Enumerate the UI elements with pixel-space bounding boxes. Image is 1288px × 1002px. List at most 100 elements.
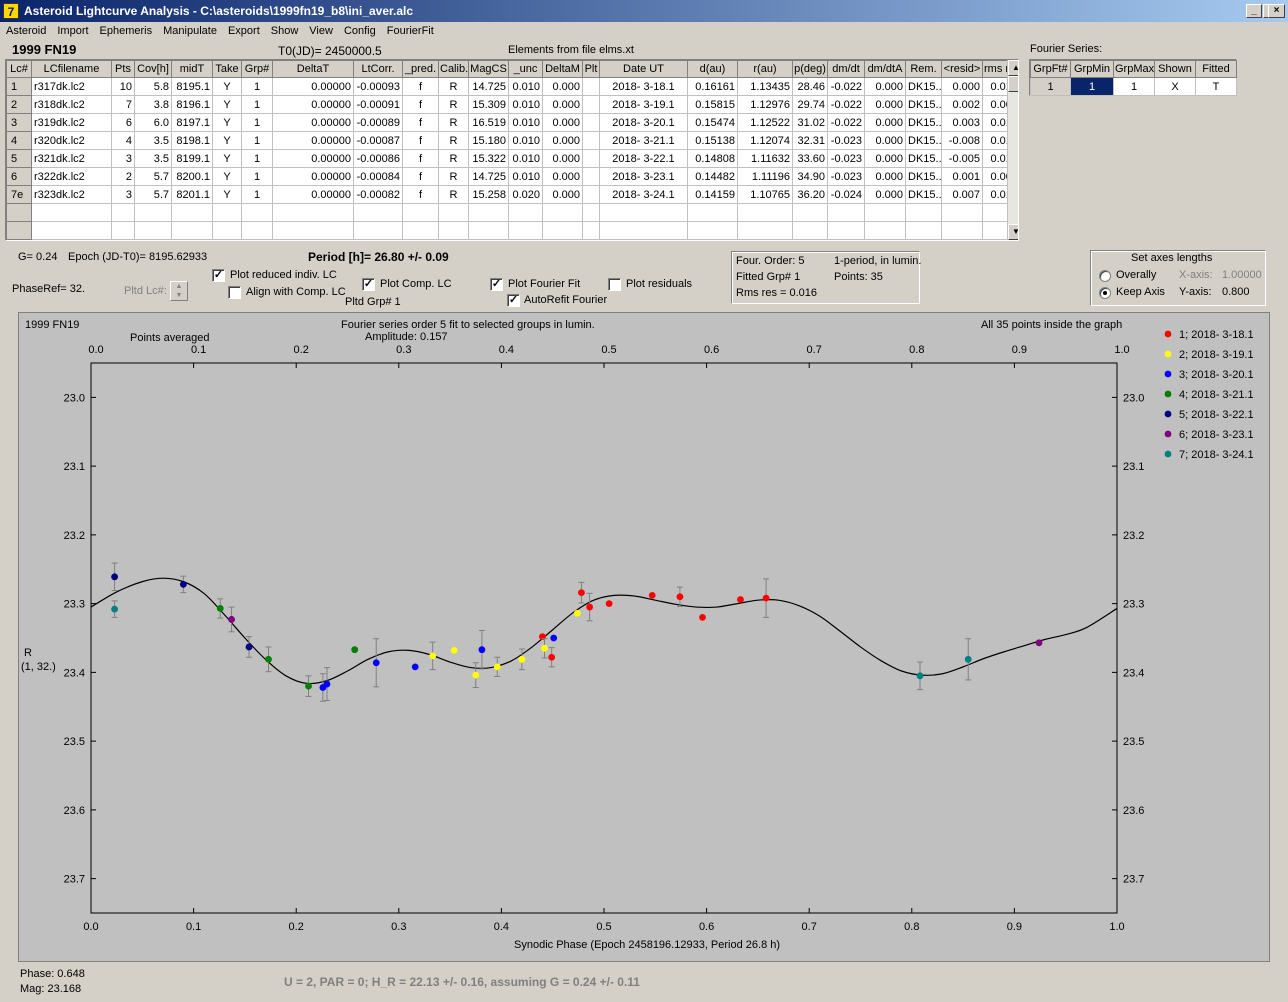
table-cell[interactable]: 5.7 — [134, 185, 172, 204]
table-cell[interactable]: r320dk.lc2 — [31, 131, 112, 150]
fourier-series-table[interactable]: GrpFt# GrpMin GrpMax Shown Fitted 1 1 1 … — [1029, 59, 1237, 96]
lc-col-header[interactable]: Pts — [111, 60, 135, 78]
table-cell[interactable]: 0.000 — [542, 149, 583, 168]
ff-grpft-cell[interactable]: 1 — [1030, 77, 1071, 96]
table-cell[interactable]: 0.16161 — [687, 77, 738, 96]
lc-col-header[interactable]: MagCS — [468, 60, 509, 78]
table-cell[interactable]: 3 — [111, 185, 135, 204]
table-cell[interactable] — [737, 203, 793, 222]
table-row[interactable]: 1 r317dk.lc2 10 5.8 8195.1 Y 1 0.00000 -0.00093 f… — [6, 77, 1018, 96]
table-cell[interactable]: 8201.1 — [171, 185, 213, 204]
lc-col-header[interactable]: midT — [171, 60, 213, 78]
table-cell[interactable]: r322dk.lc2 — [31, 167, 112, 186]
lc-col-header[interactable]: Take — [212, 60, 242, 78]
table-cell[interactable]: 0.003 — [941, 113, 983, 132]
table-row[interactable] — [6, 221, 1018, 240]
menu-view[interactable]: View — [309, 25, 333, 37]
table-cell[interactable] — [134, 221, 172, 240]
lightcurve-plot[interactable]: 0.0 0.0 0.1 0.1 0.2 0.2 0.3 0.3 0.4 0.4 0.5 0.5 0.6 0… — [18, 312, 1270, 962]
overally-label[interactable]: Overally — [1116, 269, 1157, 281]
row-header[interactable]: 6 — [6, 167, 32, 186]
table-cell[interactable]: 15.180 — [468, 131, 509, 150]
ff-col-header[interactable]: GrpFt# — [1030, 60, 1071, 78]
table-cell[interactable]: DK15.. — [905, 185, 942, 204]
table-cell[interactable]: DK15.. — [905, 77, 942, 96]
lc-col-header[interactable]: r(au) — [737, 60, 793, 78]
table-cell[interactable]: Y — [212, 131, 242, 150]
row-header[interactable]: 3 — [6, 113, 32, 132]
table-cell[interactable]: 0.010 — [508, 131, 543, 150]
table-cell[interactable]: -0.00084 — [353, 167, 403, 186]
table-row[interactable]: 3 r319dk.lc2 6 6.0 8197.1 Y 1 0.00000 -0.00089 f R… — [6, 113, 1018, 132]
table-cell[interactable]: -0.00086 — [353, 149, 403, 168]
table-cell[interactable] — [599, 203, 688, 222]
table-cell[interactable]: 1 — [241, 77, 273, 96]
table-cell[interactable]: 1.11196 — [737, 167, 793, 186]
table-cell[interactable]: 2 — [111, 167, 135, 186]
table-cell[interactable]: 10 — [111, 77, 135, 96]
lc-col-header[interactable]: LtCorr. — [353, 60, 403, 78]
table-cell[interactable]: 0.00000 — [272, 113, 354, 132]
table-cell[interactable] — [582, 167, 600, 186]
lc-col-header[interactable]: Grp# — [241, 60, 273, 78]
lc-col-header[interactable]: Date UT — [599, 60, 688, 78]
table-cell[interactable]: r318dk.lc2 — [31, 95, 112, 114]
table-cell[interactable]: 33.60 — [792, 149, 828, 168]
menu-config[interactable]: Config — [343, 25, 376, 37]
table-cell[interactable] — [171, 221, 213, 240]
table-cell[interactable]: DK15.. — [905, 95, 942, 114]
table-cell[interactable]: 15.309 — [468, 95, 509, 114]
ff-col-header[interactable]: GrpMax — [1113, 60, 1155, 78]
table-cell[interactable] — [941, 221, 983, 240]
keep-axis-label[interactable]: Keep Axis — [1116, 286, 1165, 298]
table-cell[interactable]: 2018- 3-18.1 — [599, 77, 688, 96]
plot-reduced-label[interactable]: Plot reduced indiv. LC — [230, 269, 337, 281]
minimize-button[interactable]: _ — [1246, 4, 1262, 18]
table-cell[interactable]: R — [438, 131, 469, 150]
table-cell[interactable] — [582, 221, 600, 240]
title-bar[interactable]: 7 Asteroid Lightcurve Analysis - C:\aste… — [0, 0, 1288, 22]
table-cell[interactable]: 15.322 — [468, 149, 509, 168]
close-button[interactable]: × — [1268, 4, 1285, 18]
table-cell[interactable]: 0.020 — [508, 185, 543, 204]
table-cell[interactable]: -0.00093 — [353, 77, 403, 96]
table-cell[interactable]: Y — [212, 95, 242, 114]
table-cell[interactable]: 2018- 3-20.1 — [599, 113, 688, 132]
align-comp-label[interactable]: Align with Comp. LC — [246, 286, 346, 298]
lightcurve-table[interactable]: Lc# LCfilename Pts Cov[h] midT Take Grp# DeltaT… — [5, 59, 1019, 241]
lc-col-header[interactable]: Lc# — [6, 60, 32, 78]
table-cell[interactable] — [864, 221, 906, 240]
table-cell[interactable] — [905, 203, 942, 222]
table-cell[interactable]: f — [402, 77, 439, 96]
table-cell[interactable]: 34.90 — [792, 167, 828, 186]
table-cell[interactable]: f — [402, 131, 439, 150]
table-cell[interactable]: 1.10765 — [737, 185, 793, 204]
table-cell[interactable]: f — [402, 95, 439, 114]
table-cell[interactable]: 1.12522 — [737, 113, 793, 132]
scroll-up-button[interactable]: ▲ — [1008, 60, 1018, 76]
row-header[interactable]: 2 — [6, 95, 32, 114]
table-cell[interactable]: 3 — [111, 149, 135, 168]
lc-col-header[interactable]: DeltaM — [542, 60, 583, 78]
overally-radio[interactable] — [1099, 270, 1111, 282]
lc-col-header[interactable]: Plt — [582, 60, 600, 78]
table-cell[interactable] — [905, 221, 942, 240]
row-header[interactable]: 1 — [6, 77, 32, 96]
plot-comp-checkbox[interactable]: ✓ — [362, 278, 375, 291]
table-cell[interactable]: 36.20 — [792, 185, 828, 204]
pltd-lc-spinner[interactable]: ▲ ▼ — [170, 281, 188, 301]
ff-col-header[interactable]: GrpMin — [1070, 60, 1114, 78]
table-cell[interactable]: r319dk.lc2 — [31, 113, 112, 132]
table-cell[interactable] — [31, 221, 112, 240]
table-row[interactable]: 2 r318dk.lc2 7 3.8 8196.1 Y 1 0.00000 -0.00091 f R… — [6, 95, 1018, 114]
table-cell[interactable]: DK15.. — [905, 131, 942, 150]
lc-col-header[interactable]: _pred. — [402, 60, 439, 78]
table-cell[interactable]: 1 — [241, 113, 273, 132]
table-cell[interactable]: -0.00082 — [353, 185, 403, 204]
table-cell[interactable]: 1.12976 — [737, 95, 793, 114]
menu-manipulate[interactable]: Manipulate — [163, 25, 217, 37]
table-cell[interactable]: Y — [212, 77, 242, 96]
table-cell[interactable]: -0.023 — [827, 167, 865, 186]
table-cell[interactable]: 0.002 — [941, 95, 983, 114]
table-cell[interactable] — [792, 203, 828, 222]
